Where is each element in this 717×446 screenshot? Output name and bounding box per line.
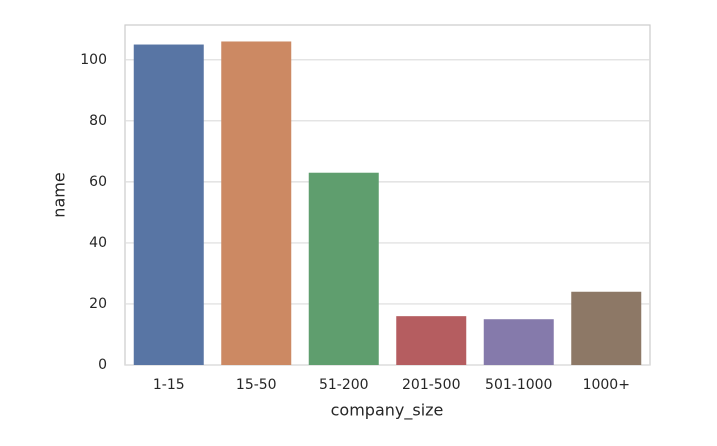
x-tick-label: 1-15 (153, 377, 185, 393)
bar (396, 316, 467, 365)
x-tick-label: 201-500 (402, 377, 461, 393)
bar (308, 172, 379, 365)
y-tick-label: 0 (98, 357, 107, 373)
x-tick-label: 1000+ (583, 377, 630, 393)
y-tick-label: 40 (89, 235, 107, 251)
bar (221, 41, 292, 366)
x-tick-label: 15-50 (236, 377, 277, 393)
bar (133, 44, 204, 366)
plot-frame (124, 24, 651, 366)
y-axis-label: name (50, 172, 69, 217)
x-axis-label: company_size (331, 401, 444, 421)
bar (483, 319, 554, 365)
bar (571, 291, 642, 365)
x-tick-label: 501-1000 (485, 377, 552, 393)
x-tick-label: 51-200 (319, 377, 369, 393)
y-tick-label: 20 (89, 296, 107, 312)
y-tick-label: 80 (89, 113, 107, 129)
y-tick-label: 100 (80, 52, 107, 68)
y-tick-label: 60 (89, 174, 107, 190)
